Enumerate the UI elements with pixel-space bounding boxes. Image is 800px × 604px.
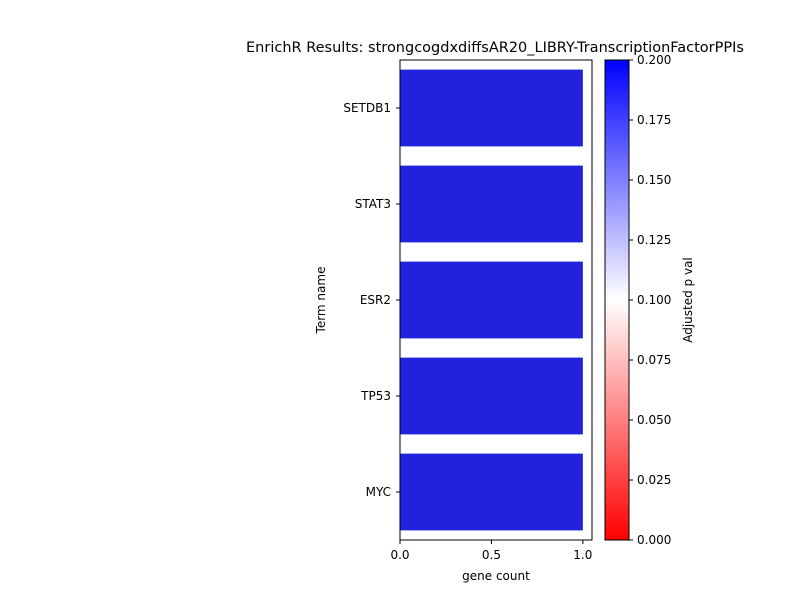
bar-myc	[400, 453, 583, 531]
bars-layer	[400, 69, 583, 531]
colorbar-tick-label: 0.150	[637, 173, 671, 187]
colorbar-tick-label: 0.025	[637, 473, 671, 487]
x-tick-label: 1.0	[573, 548, 592, 562]
bar-stat3	[400, 165, 583, 243]
bar-tp53	[400, 357, 583, 435]
y-tick-label: ESR2	[360, 293, 391, 307]
colorbar-tick-label: 0.100	[637, 293, 671, 307]
colorbar	[604, 59, 630, 541]
colorbar-tick-label: 0.175	[637, 113, 671, 127]
y-tick-label: TP53	[360, 389, 391, 403]
bar-esr2	[400, 261, 583, 339]
chart-title: EnrichR Results: strongcogdxdiffsAR20_LI…	[246, 40, 744, 56]
colorbar-tick-label: 0.075	[637, 353, 671, 367]
y-axis-label: Term name	[314, 267, 328, 335]
x-axis-label: gene count	[462, 569, 530, 583]
x-ticks-layer: 0.0 0.5 1.0	[390, 540, 592, 562]
y-tick-label: SETDB1	[343, 101, 391, 115]
colorbar-tick-label: 0.125	[637, 233, 671, 247]
bar-setdb1	[400, 69, 583, 147]
colorbar-tick-label: 0.200	[637, 53, 671, 67]
y-tick-label: STAT3	[355, 197, 391, 211]
colorbar-label: Adjusted p val	[681, 257, 695, 343]
y-ticks-layer: SETDB1 STAT3 ESR2 TP53 MYC	[343, 101, 400, 499]
colorbar-ticks-layer: 0.000 0.025 0.050 0.075 0.100 0.125 0.150 0.175…	[629, 53, 671, 547]
x-tick-label: 0.5	[482, 548, 501, 562]
x-tick-label: 0.0	[390, 548, 409, 562]
colorbar-tick-label: 0.000	[637, 533, 671, 547]
colorbar-tick-label: 0.050	[637, 413, 671, 427]
y-tick-label: MYC	[366, 485, 391, 499]
